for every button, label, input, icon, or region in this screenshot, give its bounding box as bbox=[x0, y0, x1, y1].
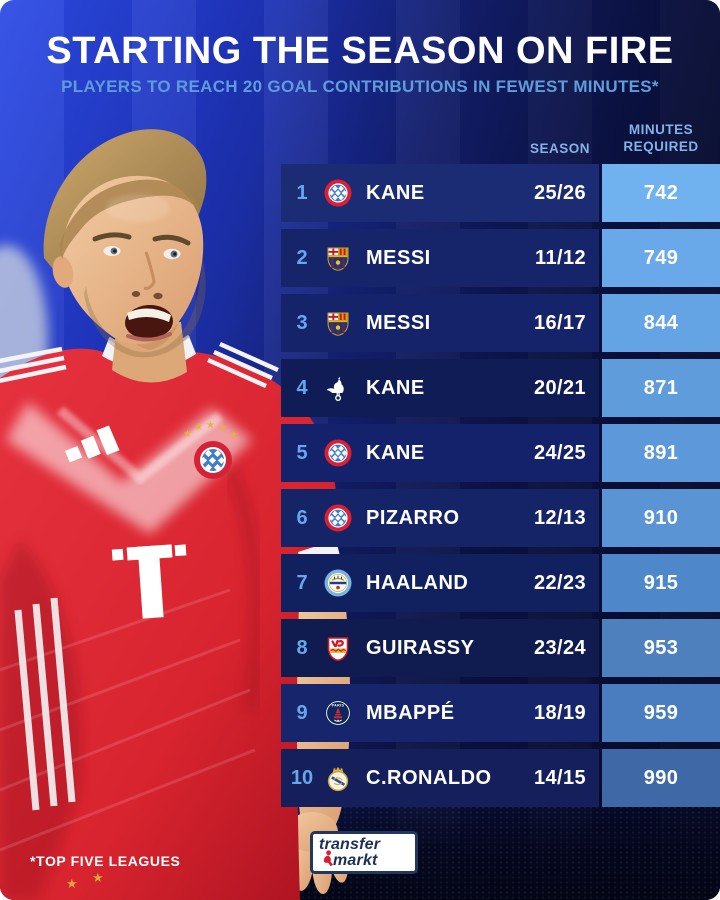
season-value: 11/12 bbox=[535, 246, 586, 269]
player-name: KANE bbox=[366, 441, 425, 464]
player-name: MBAPPÉ bbox=[366, 701, 455, 724]
season-value: 22/23 bbox=[533, 571, 586, 594]
club-badge-tottenham-icon bbox=[323, 373, 353, 403]
minutes-required-value: 749 bbox=[602, 229, 720, 287]
svg-text:★: ★ bbox=[206, 420, 215, 431]
page-subtitle: PLAYERS TO REACH 20 GOAL CONTRIBUTIONS I… bbox=[61, 77, 659, 96]
svg-text:PARIS: PARIS bbox=[332, 704, 345, 708]
minutes-required-value: 953 bbox=[602, 619, 720, 677]
rank: 3 bbox=[296, 311, 308, 334]
player-name: MESSI bbox=[366, 246, 431, 269]
club-badge-manchester-city-icon bbox=[323, 568, 353, 598]
season-value: 12/13 bbox=[533, 506, 586, 529]
rank: 7 bbox=[296, 571, 308, 594]
season-value: 14/15 bbox=[533, 766, 586, 789]
logo-text-transfer: transfer bbox=[319, 836, 381, 854]
page-title: STARTING THE SEASON ON FIRE bbox=[46, 30, 674, 72]
svg-text:★: ★ bbox=[183, 429, 192, 440]
club-badge-bayern-icon bbox=[323, 178, 353, 208]
rank: 6 bbox=[296, 506, 308, 529]
rank: 1 bbox=[296, 181, 308, 204]
club-badge-psg-icon: PARIS bbox=[323, 698, 353, 728]
season-value: 23/24 bbox=[533, 636, 586, 659]
club-badge-bayern-icon bbox=[323, 438, 353, 468]
season-value: 18/19 bbox=[533, 701, 586, 724]
minutes-required-value: 915 bbox=[602, 554, 720, 612]
svg-text:★: ★ bbox=[229, 430, 238, 441]
rank: 8 bbox=[296, 636, 308, 659]
rank: 4 bbox=[296, 376, 308, 399]
player-name: C.RONALDO bbox=[366, 766, 492, 789]
rank: 5 bbox=[296, 441, 308, 464]
table-row: 1 KANE 25/26 742 bbox=[281, 164, 720, 222]
table-row: 3 MESSI 16/17 844 bbox=[281, 294, 720, 352]
club-badge-barcelona-icon bbox=[323, 308, 353, 338]
column-header-season: SEASON bbox=[529, 141, 590, 156]
club-badge-stuttgart-icon bbox=[323, 633, 353, 663]
minutes-required-value: 891 bbox=[602, 424, 720, 482]
svg-text:★: ★ bbox=[66, 876, 78, 891]
rank: 2 bbox=[296, 246, 308, 269]
table-row: 7 HAALAND 22/23 915 bbox=[281, 554, 720, 612]
table-row: 4 KANE 20/21 871 bbox=[281, 359, 720, 417]
svg-text:★: ★ bbox=[92, 870, 104, 885]
club-badge-bayern-icon bbox=[323, 503, 353, 533]
transfermarkt-kicker-icon bbox=[321, 849, 334, 871]
table-row: 2 MESSI 11/12 749 bbox=[281, 229, 720, 287]
player-name: KANE bbox=[366, 181, 425, 204]
club-badge-real-madrid-icon bbox=[323, 763, 353, 793]
svg-text:★: ★ bbox=[194, 422, 203, 433]
club-badge-barcelona-icon bbox=[323, 243, 353, 273]
player-name: PIZARRO bbox=[366, 506, 460, 529]
table-row: 5 KANE 24/25 891 bbox=[281, 424, 720, 482]
table-row: 6 PIZARRO 12/13 910 bbox=[281, 489, 720, 547]
footnote-top-five-leagues: *TOP FIVE LEAGUES bbox=[30, 853, 181, 869]
player-name: MESSI bbox=[366, 311, 431, 334]
table-row: 10 C.RONALDO 14/15 990 bbox=[281, 749, 720, 807]
minutes-required-value: 844 bbox=[602, 294, 720, 352]
player-name: HAALAND bbox=[366, 571, 469, 594]
minutes-required-value: 990 bbox=[602, 749, 720, 807]
minutes-required-value: 742 bbox=[602, 164, 720, 222]
minutes-required-value: 959 bbox=[602, 684, 720, 742]
season-value: 20/21 bbox=[533, 376, 586, 399]
rank: 9 bbox=[296, 701, 308, 724]
season-value: 24/25 bbox=[533, 441, 586, 464]
table-row: 9 PARIS MBAPPÉ 18/19 959 bbox=[281, 684, 720, 742]
transfermarkt-logo: transfer markt bbox=[310, 831, 418, 874]
table-row: 8 GUIRASSY 23/24 953 bbox=[281, 619, 720, 677]
season-value: 16/17 bbox=[533, 311, 586, 334]
column-header-minutes-required: MINUTES REQUIRED bbox=[623, 122, 699, 154]
minutes-required-value: 871 bbox=[602, 359, 720, 417]
ranking-table: 1 KANE 25/26 742 2 MESSI 11/12 749 bbox=[281, 164, 720, 807]
player-name: GUIRASSY bbox=[366, 636, 475, 659]
minutes-required-value: 910 bbox=[602, 489, 720, 547]
player-name: KANE bbox=[366, 376, 425, 399]
svg-text:★: ★ bbox=[218, 423, 227, 434]
logo-text-markt: markt bbox=[333, 851, 378, 869]
rank: 10 bbox=[290, 766, 314, 789]
season-value: 25/26 bbox=[533, 181, 586, 204]
